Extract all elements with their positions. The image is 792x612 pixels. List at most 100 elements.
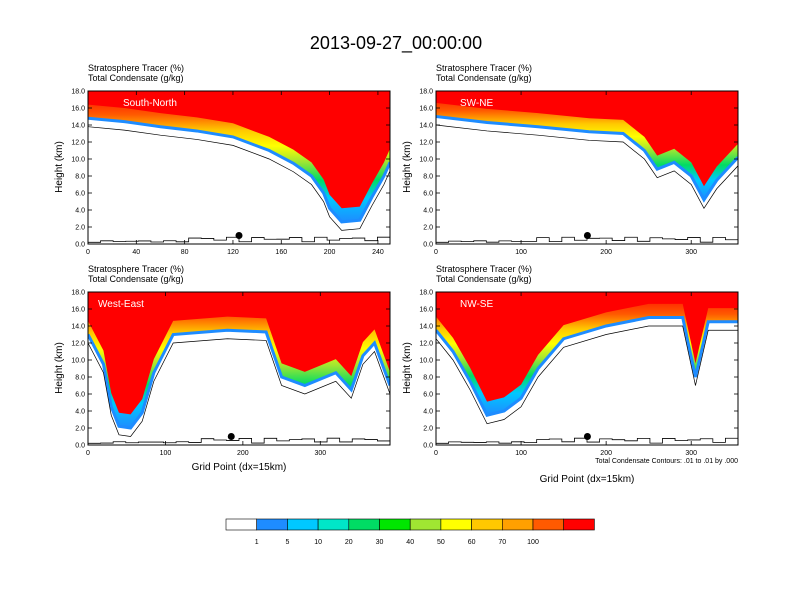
y-tick-label: 6.0 xyxy=(423,191,433,198)
y-tick-label: 18.0 xyxy=(419,89,433,96)
y-tick-label: 12.0 xyxy=(71,341,85,348)
condensate-contour xyxy=(88,126,390,231)
condensate-contour xyxy=(436,124,738,209)
y-tick-label: 16.0 xyxy=(419,307,433,314)
panel-label: South-North xyxy=(123,98,177,109)
panel-label: NW-SE xyxy=(460,299,493,310)
x-tick-label: 200 xyxy=(324,249,336,256)
tracer-field-rim xyxy=(436,115,738,203)
x-tick-label: 300 xyxy=(314,450,326,457)
plot-frame xyxy=(87,291,391,446)
y-tick-label: 8.0 xyxy=(75,174,85,181)
colorbar-bin xyxy=(379,518,411,531)
panel-subtitle-line1: Stratosphere Tracer (%) xyxy=(88,264,184,274)
x-tick-label: 160 xyxy=(275,249,287,256)
y-tick-label: 10.0 xyxy=(419,358,433,365)
x-tick-label: 300 xyxy=(685,450,697,457)
terrain-line xyxy=(88,236,390,243)
y-tick-label: 6.0 xyxy=(75,392,85,399)
x-tick-label: 200 xyxy=(237,450,249,457)
colorbar-label: 100 xyxy=(527,539,539,546)
x-tick-label: 120 xyxy=(227,249,239,256)
y-tick-label: 4.0 xyxy=(75,208,85,215)
panel-label: West-East xyxy=(98,299,144,310)
x-tick-label: 80 xyxy=(181,249,189,256)
y-axis-label: Height (km) xyxy=(54,141,65,193)
plot-frame xyxy=(435,90,739,245)
panel-subtitle-line2: Total Condensate (g/kg) xyxy=(88,274,184,284)
y-tick-label: 0.0 xyxy=(423,242,433,249)
y-tick-label: 2.0 xyxy=(75,225,85,232)
x-tick-label: 200 xyxy=(600,249,612,256)
y-tick-label: 12.0 xyxy=(419,341,433,348)
tracer-field-core xyxy=(436,91,738,187)
condensate-contour xyxy=(88,338,390,437)
panel-subtitle-line1: Stratosphere Tracer (%) xyxy=(436,264,532,274)
y-tick-label: 2.0 xyxy=(423,426,433,433)
colorbar-bin xyxy=(532,518,565,531)
tracer-field-core xyxy=(88,292,390,415)
tracer-field-rim xyxy=(436,316,738,417)
panel-subtitle-line2: Total Condensate (g/kg) xyxy=(88,73,184,83)
tracer-field-rim xyxy=(88,116,390,224)
panel-subtitle-line2: Total Condensate (g/kg) xyxy=(436,274,532,284)
colorbar: 1 5 10 20 30 40 50 60 70 100 xyxy=(225,518,595,546)
colorbar-label: 50 xyxy=(437,539,445,546)
x-tick-label: 300 xyxy=(685,249,697,256)
y-tick-label: 6.0 xyxy=(75,191,85,198)
y-tick-label: 12.0 xyxy=(71,140,85,147)
figure-title: 2013-09-27_00:00:00 xyxy=(310,33,482,54)
tracer-field-rim xyxy=(88,328,390,430)
colorbar-label: 70 xyxy=(498,539,506,546)
y-tick-label: 14.0 xyxy=(419,123,433,130)
y-tick-label: 0.0 xyxy=(423,443,433,450)
y-tick-label: 18.0 xyxy=(419,290,433,297)
panel-subtitle-line1: Stratosphere Tracer (%) xyxy=(436,63,532,73)
y-tick-label: 10.0 xyxy=(419,157,433,164)
y-tick-label: 14.0 xyxy=(419,324,433,331)
y-tick-label: 0.0 xyxy=(75,242,85,249)
x-tick-label: 100 xyxy=(515,249,527,256)
y-tick-label: 18.0 xyxy=(71,290,85,297)
position-marker xyxy=(235,232,243,239)
colorbar-label: 30 xyxy=(376,539,384,546)
colorbar-bin xyxy=(471,518,503,531)
colorbar-label: 20 xyxy=(345,539,353,546)
y-tick-label: 16.0 xyxy=(71,307,85,314)
panel-south-north: Stratosphere Tracer (%) Total Condensate… xyxy=(54,63,391,256)
plot-frame xyxy=(87,90,391,245)
y-tick-label: 14.0 xyxy=(71,123,85,130)
y-tick-label: 10.0 xyxy=(71,358,85,365)
panel-subtitle-line2: Total Condensate (g/kg) xyxy=(436,73,532,83)
colorbar-bin xyxy=(317,518,350,531)
plot-frame xyxy=(435,291,739,446)
x-tick-label: 0 xyxy=(434,249,438,256)
colorbar-bin xyxy=(501,518,534,531)
colorbar-bin xyxy=(225,518,258,531)
panel-label: SW-NE xyxy=(460,98,493,109)
colorbar-label: 1 xyxy=(255,539,259,546)
panel-nw-se: Stratosphere Tracer (%) Total Condensate… xyxy=(402,264,739,485)
y-axis-label: Height (km) xyxy=(54,342,65,394)
y-tick-label: 0.0 xyxy=(75,443,85,450)
colorbar-bin xyxy=(440,518,472,531)
panel-subtitle-line1: Stratosphere Tracer (%) xyxy=(88,63,184,73)
position-marker xyxy=(583,433,591,440)
colorbar-bin xyxy=(256,518,288,531)
x-tick-label: 0 xyxy=(86,249,90,256)
position-marker xyxy=(583,232,591,239)
x-tick-label: 100 xyxy=(160,450,172,457)
colorbar-label: 10 xyxy=(314,539,322,546)
panel-west-east: Stratosphere Tracer (%) Total Condensate… xyxy=(54,264,391,473)
y-tick-label: 8.0 xyxy=(423,174,433,181)
colorbar-label: 5 xyxy=(285,539,289,546)
colorbar-bin xyxy=(287,518,319,531)
y-axis-label: Height (km) xyxy=(402,141,413,193)
x-tick-label: 0 xyxy=(86,450,90,457)
y-tick-label: 2.0 xyxy=(75,426,85,433)
y-tick-label: 4.0 xyxy=(423,409,433,416)
panel-sw-ne: Stratosphere Tracer (%) Total Condensate… xyxy=(402,63,739,256)
y-tick-label: 12.0 xyxy=(419,140,433,147)
x-axis-label: Grid Point (dx=15km) xyxy=(540,474,635,485)
colorbar-bin xyxy=(409,518,442,531)
